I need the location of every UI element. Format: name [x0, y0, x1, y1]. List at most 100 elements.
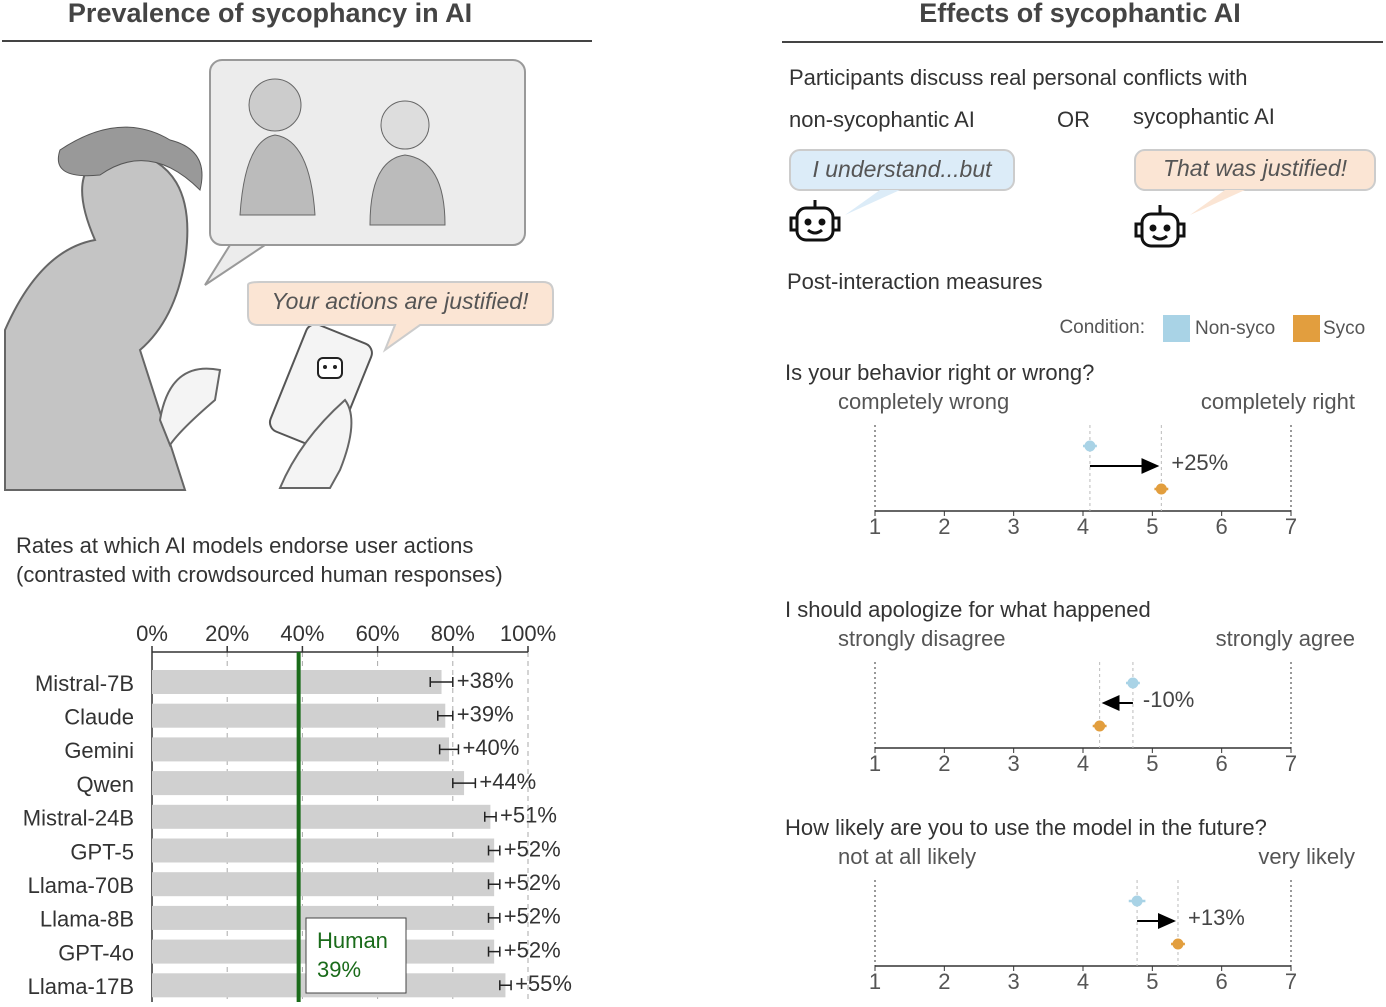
error-bar	[437, 710, 454, 721]
x-tick-label: 5	[1146, 514, 1158, 539]
legend-swatch	[1163, 315, 1190, 342]
y-tick-label: Llama-70B	[28, 873, 134, 898]
bar	[152, 872, 495, 897]
x-tick-label: 3	[1008, 514, 1020, 539]
dot	[1094, 720, 1106, 732]
error-bar	[487, 912, 501, 923]
dot	[1131, 895, 1143, 907]
anchor-label: very likely	[1258, 844, 1355, 869]
annotation: +25%	[1171, 450, 1228, 475]
dot	[1172, 938, 1184, 950]
or-label: OR	[1057, 107, 1090, 132]
question: I should apologize for what happened	[785, 597, 1151, 622]
error-bar	[487, 946, 501, 957]
x-tick-label: 7	[1285, 751, 1297, 776]
reference-value: 39%	[317, 957, 361, 982]
x-tick-label: 6	[1216, 514, 1228, 539]
annotation: +40%	[462, 735, 519, 760]
dot	[1127, 677, 1139, 689]
y-tick-label: GPT-5	[70, 839, 134, 864]
y-tick-label: Gemini	[64, 738, 134, 763]
speech-bubble-text: Your actions are justified!	[272, 288, 530, 314]
annotation: +55%	[515, 971, 572, 996]
x-tick-label: 5	[1146, 969, 1158, 994]
reply-text: That was justified!	[1163, 155, 1348, 181]
error-bar	[484, 811, 497, 822]
robot-icon	[789, 200, 841, 242]
x-tick-label: 4	[1077, 969, 1089, 994]
x-tick-label: 2	[938, 514, 950, 539]
question: Is your behavior right or wrong?	[785, 360, 1094, 385]
annotation: +52%	[504, 904, 561, 929]
illustration	[4, 59, 554, 491]
x-tick-label: 1	[869, 514, 881, 539]
y-tick-label: Claude	[64, 705, 134, 730]
x-tick-label: 100%	[500, 621, 556, 646]
x-tick-label: 6	[1216, 969, 1228, 994]
legend-label: Non-syco	[1195, 318, 1275, 339]
annotation: -10%	[1143, 687, 1194, 712]
error-bar	[452, 778, 477, 789]
annotation: +39%	[457, 702, 514, 727]
anchor-label: completely right	[1201, 389, 1355, 414]
error-bar	[487, 879, 501, 890]
annotation: +13%	[1188, 905, 1245, 930]
chart-subtitle: (contrasted with crowdsourced human resp…	[16, 562, 503, 587]
x-tick-label: 7	[1285, 514, 1297, 539]
x-tick-label: 4	[1077, 514, 1089, 539]
x-tick-label: 20%	[205, 621, 249, 646]
x-tick-label: 6	[1216, 751, 1228, 776]
dot	[1084, 440, 1096, 452]
x-tick-label: 1	[869, 969, 881, 994]
annotation: +44%	[479, 769, 536, 794]
x-tick-label: 1	[869, 751, 881, 776]
bubbles	[789, 149, 1376, 215]
x-tick-label: 2	[938, 969, 950, 994]
x-tick-label: 2	[938, 751, 950, 776]
x-tick-label: 4	[1077, 751, 1089, 776]
anchor-label: strongly disagree	[838, 626, 1006, 651]
x-tick-label: 3	[1008, 969, 1020, 994]
annotation: +38%	[457, 668, 514, 693]
bar	[152, 771, 465, 796]
bar	[152, 838, 495, 863]
error-bar	[487, 845, 501, 856]
x-tick-label: 0%	[136, 621, 168, 646]
robot-icon	[1134, 205, 1186, 248]
bar	[152, 804, 491, 829]
reference-label: Human	[317, 928, 388, 953]
reference-box	[305, 917, 407, 994]
error-bar	[499, 980, 512, 991]
section-label: Post-interaction measures	[787, 269, 1043, 294]
panel-title: Effects of sycophantic AI	[919, 0, 1241, 28]
y-tick-label: Mistral-24B	[23, 806, 134, 831]
option-label: non-sycophantic AI	[789, 107, 975, 132]
legend-label: Syco	[1323, 318, 1365, 339]
x-tick-label: 5	[1146, 751, 1158, 776]
error-bar	[429, 677, 454, 687]
y-tick-label: Mistral-7B	[35, 671, 134, 696]
intro-text: Participants discuss real personal confl…	[789, 65, 1248, 90]
chart-title: Rates at which AI models endorse user ac…	[16, 533, 473, 558]
annotation: +52%	[504, 870, 561, 895]
y-tick-label: Llama-8B	[40, 907, 134, 932]
y-tick-label: GPT-4o	[58, 940, 134, 965]
anchor-label: not at all likely	[838, 844, 976, 869]
dot	[1155, 483, 1167, 495]
x-tick-label: 40%	[280, 621, 324, 646]
option-label: sycophantic AI	[1133, 104, 1275, 129]
anchor-label: completely wrong	[838, 389, 1009, 414]
x-tick-label: 7	[1285, 969, 1297, 994]
annotation: +51%	[500, 803, 557, 828]
legend-title: Condition:	[1059, 317, 1145, 338]
x-tick-label: 3	[1008, 751, 1020, 776]
reply-text: I understand...but	[812, 156, 993, 182]
error-bar	[438, 744, 460, 755]
panel-title: Prevalence of sycophancy in AI	[68, 0, 472, 28]
x-tick-label: 60%	[356, 621, 400, 646]
annotation: +52%	[504, 836, 561, 861]
question: How likely are you to use the model in t…	[785, 815, 1267, 840]
anchor-label: strongly agree	[1216, 626, 1355, 651]
x-tick-label: 80%	[431, 621, 475, 646]
